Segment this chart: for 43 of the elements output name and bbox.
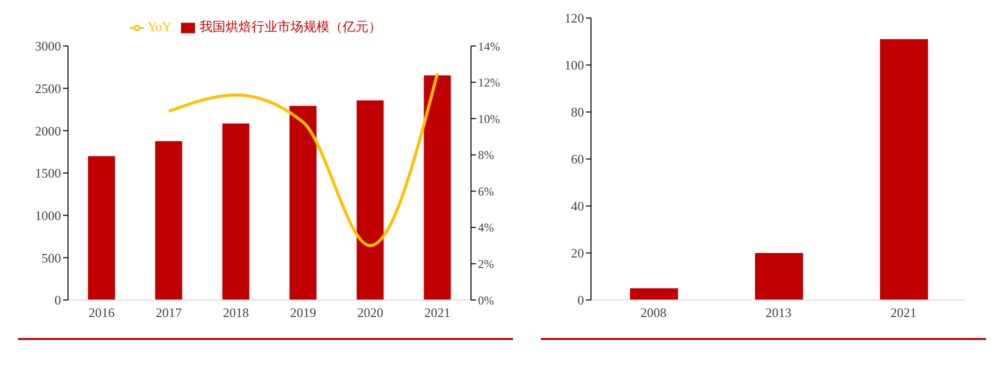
x-tick-label: 2016 <box>88 305 116 320</box>
legend-label: YoY <box>148 19 172 34</box>
y-tick-label: 2000 <box>35 123 61 138</box>
x-tick-label: 2008 <box>640 305 666 320</box>
x-tick-label: 2018 <box>222 305 249 320</box>
y-tick-label: 2500 <box>35 80 61 96</box>
y2-tick-label: 10% <box>478 112 500 126</box>
y2-tick-label: 0% <box>478 293 494 308</box>
y-tick-label: 1500 <box>35 166 61 181</box>
x-tick-label: 2013 <box>766 305 792 320</box>
bar <box>222 123 250 300</box>
bar <box>290 106 316 300</box>
x-tick-label: 2021 <box>890 305 916 320</box>
bar <box>880 39 928 300</box>
bar <box>630 288 678 300</box>
y2-tick-label: 2% <box>478 256 494 271</box>
y2-tick-label: 12% <box>478 76 500 90</box>
y-tick-label: 1000 <box>35 208 61 223</box>
y-tick-label: 500 <box>42 250 61 266</box>
x-tick-label: 2017 <box>156 305 182 320</box>
y2-tick-label: 8% <box>478 148 494 162</box>
x-tick-label: 2021 <box>424 305 450 320</box>
bar <box>755 253 803 300</box>
y-tick-label: 3000 <box>35 38 61 54</box>
y2-tick-label: 6% <box>478 184 494 198</box>
line-series <box>167 72 439 248</box>
y2-tick-label: 14% <box>478 39 500 54</box>
legend-label: 我国烘焙行业市场规模（亿元） <box>199 19 382 34</box>
bar <box>424 75 451 300</box>
y-tick-label: 0 <box>578 292 584 308</box>
bar <box>356 100 384 300</box>
y-tick-label: 0 <box>54 292 61 308</box>
y-tick-label: 100 <box>564 58 584 73</box>
x-tick-label: 2019 <box>290 305 316 320</box>
y2-tick-label: 4% <box>478 220 494 235</box>
y-tick-label: 120 <box>564 10 584 26</box>
bar <box>88 156 115 300</box>
x-tick-label: 2020 <box>357 305 384 320</box>
bar <box>155 141 182 300</box>
y-tick-label: 60 <box>571 152 584 167</box>
y-tick-label: 20 <box>571 246 584 261</box>
y-tick-label: 40 <box>571 198 584 214</box>
y-tick-label: 80 <box>571 104 584 120</box>
